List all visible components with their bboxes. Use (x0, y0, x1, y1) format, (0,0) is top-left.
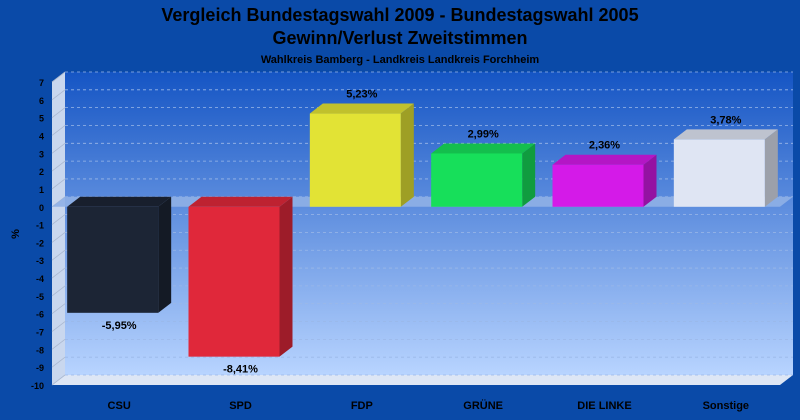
grid-line-side (51, 142, 66, 154)
grid-line-side (51, 356, 66, 368)
chart-subtitle: Gewinn/Verlust Zweitstimmen (272, 28, 528, 48)
bar-side (522, 143, 536, 207)
y-tick-label: 4 (39, 131, 44, 141)
grid-line-side (51, 267, 66, 279)
bar (431, 153, 523, 207)
bar-top (431, 143, 536, 154)
chart-title: Vergleich Bundestagswahl 2009 - Bundesta… (161, 5, 639, 25)
x-tick-label: DIE LINKE (577, 400, 631, 412)
y-tick-label: 6 (39, 96, 44, 106)
y-tick-label: -5 (36, 292, 44, 302)
bar-top (309, 103, 414, 114)
data-label: -8,41% (223, 364, 258, 376)
bar (309, 113, 401, 207)
data-label: 5,23% (346, 89, 377, 101)
x-tick-label: FDP (351, 400, 373, 412)
y-tick-label: -8 (36, 345, 44, 355)
bar-top (188, 196, 293, 207)
y-axis-label: % (10, 229, 22, 239)
y-tick-label: 5 (39, 114, 44, 124)
y-tick-label: -9 (36, 363, 44, 373)
grid-line-side (51, 303, 66, 315)
bar-top (552, 154, 657, 165)
bar-side (643, 154, 657, 207)
y-tick-label: -3 (36, 256, 44, 266)
data-label: -5,95% (102, 320, 137, 332)
x-tick-label: Sonstige (703, 400, 749, 412)
data-label: 2,36% (589, 140, 620, 152)
bar (673, 139, 765, 207)
data-label: 2,99% (468, 128, 499, 140)
grid-line-side (51, 89, 66, 101)
y-tick-label: -6 (36, 310, 44, 320)
plot-back-wall (65, 72, 793, 375)
grid-line-side (51, 321, 66, 332)
bar-side (279, 196, 293, 357)
x-tick-label: CSU (108, 400, 131, 412)
grid-line-side (51, 232, 66, 243)
grid-line-side (51, 339, 66, 350)
bar (188, 206, 280, 357)
bar (552, 164, 644, 207)
grid-line-side (51, 214, 66, 225)
grid-line-side (51, 160, 66, 172)
grid-line-side (51, 249, 66, 261)
grid-line-side (51, 374, 66, 386)
x-tick-label: GRÜNE (463, 399, 503, 412)
y-tick-label: 1 (39, 185, 44, 195)
bar (67, 206, 159, 313)
data-label: 3,78% (710, 114, 741, 126)
y-tick-label: 0 (39, 203, 44, 213)
bar-top (67, 196, 172, 207)
y-tick-label: -2 (36, 238, 44, 248)
y-tick-label: -4 (36, 274, 44, 284)
bar-top (673, 129, 778, 140)
plot-floor (52, 375, 793, 385)
plot-left-wall (52, 72, 65, 385)
grid-line-side (51, 285, 66, 297)
bar-side (158, 196, 172, 313)
y-tick-label: -7 (36, 328, 44, 338)
y-tick-label: 2 (39, 167, 44, 177)
grid-line-side (51, 178, 66, 190)
y-tick-label: 7 (39, 78, 44, 88)
chart-region-subtitle: Wahlkreis Bamberg - Landkreis Landkreis … (260, 54, 540, 66)
bar-side (400, 103, 414, 207)
grid-line-side (51, 107, 66, 118)
y-tick-label: -10 (31, 381, 44, 391)
grid-line-side (51, 71, 66, 83)
y-tick-label: 3 (39, 149, 44, 159)
grid-line-side (51, 125, 66, 136)
bar-side (764, 129, 778, 207)
y-tick-label: -1 (36, 221, 44, 231)
x-tick-label: SPD (229, 400, 252, 412)
